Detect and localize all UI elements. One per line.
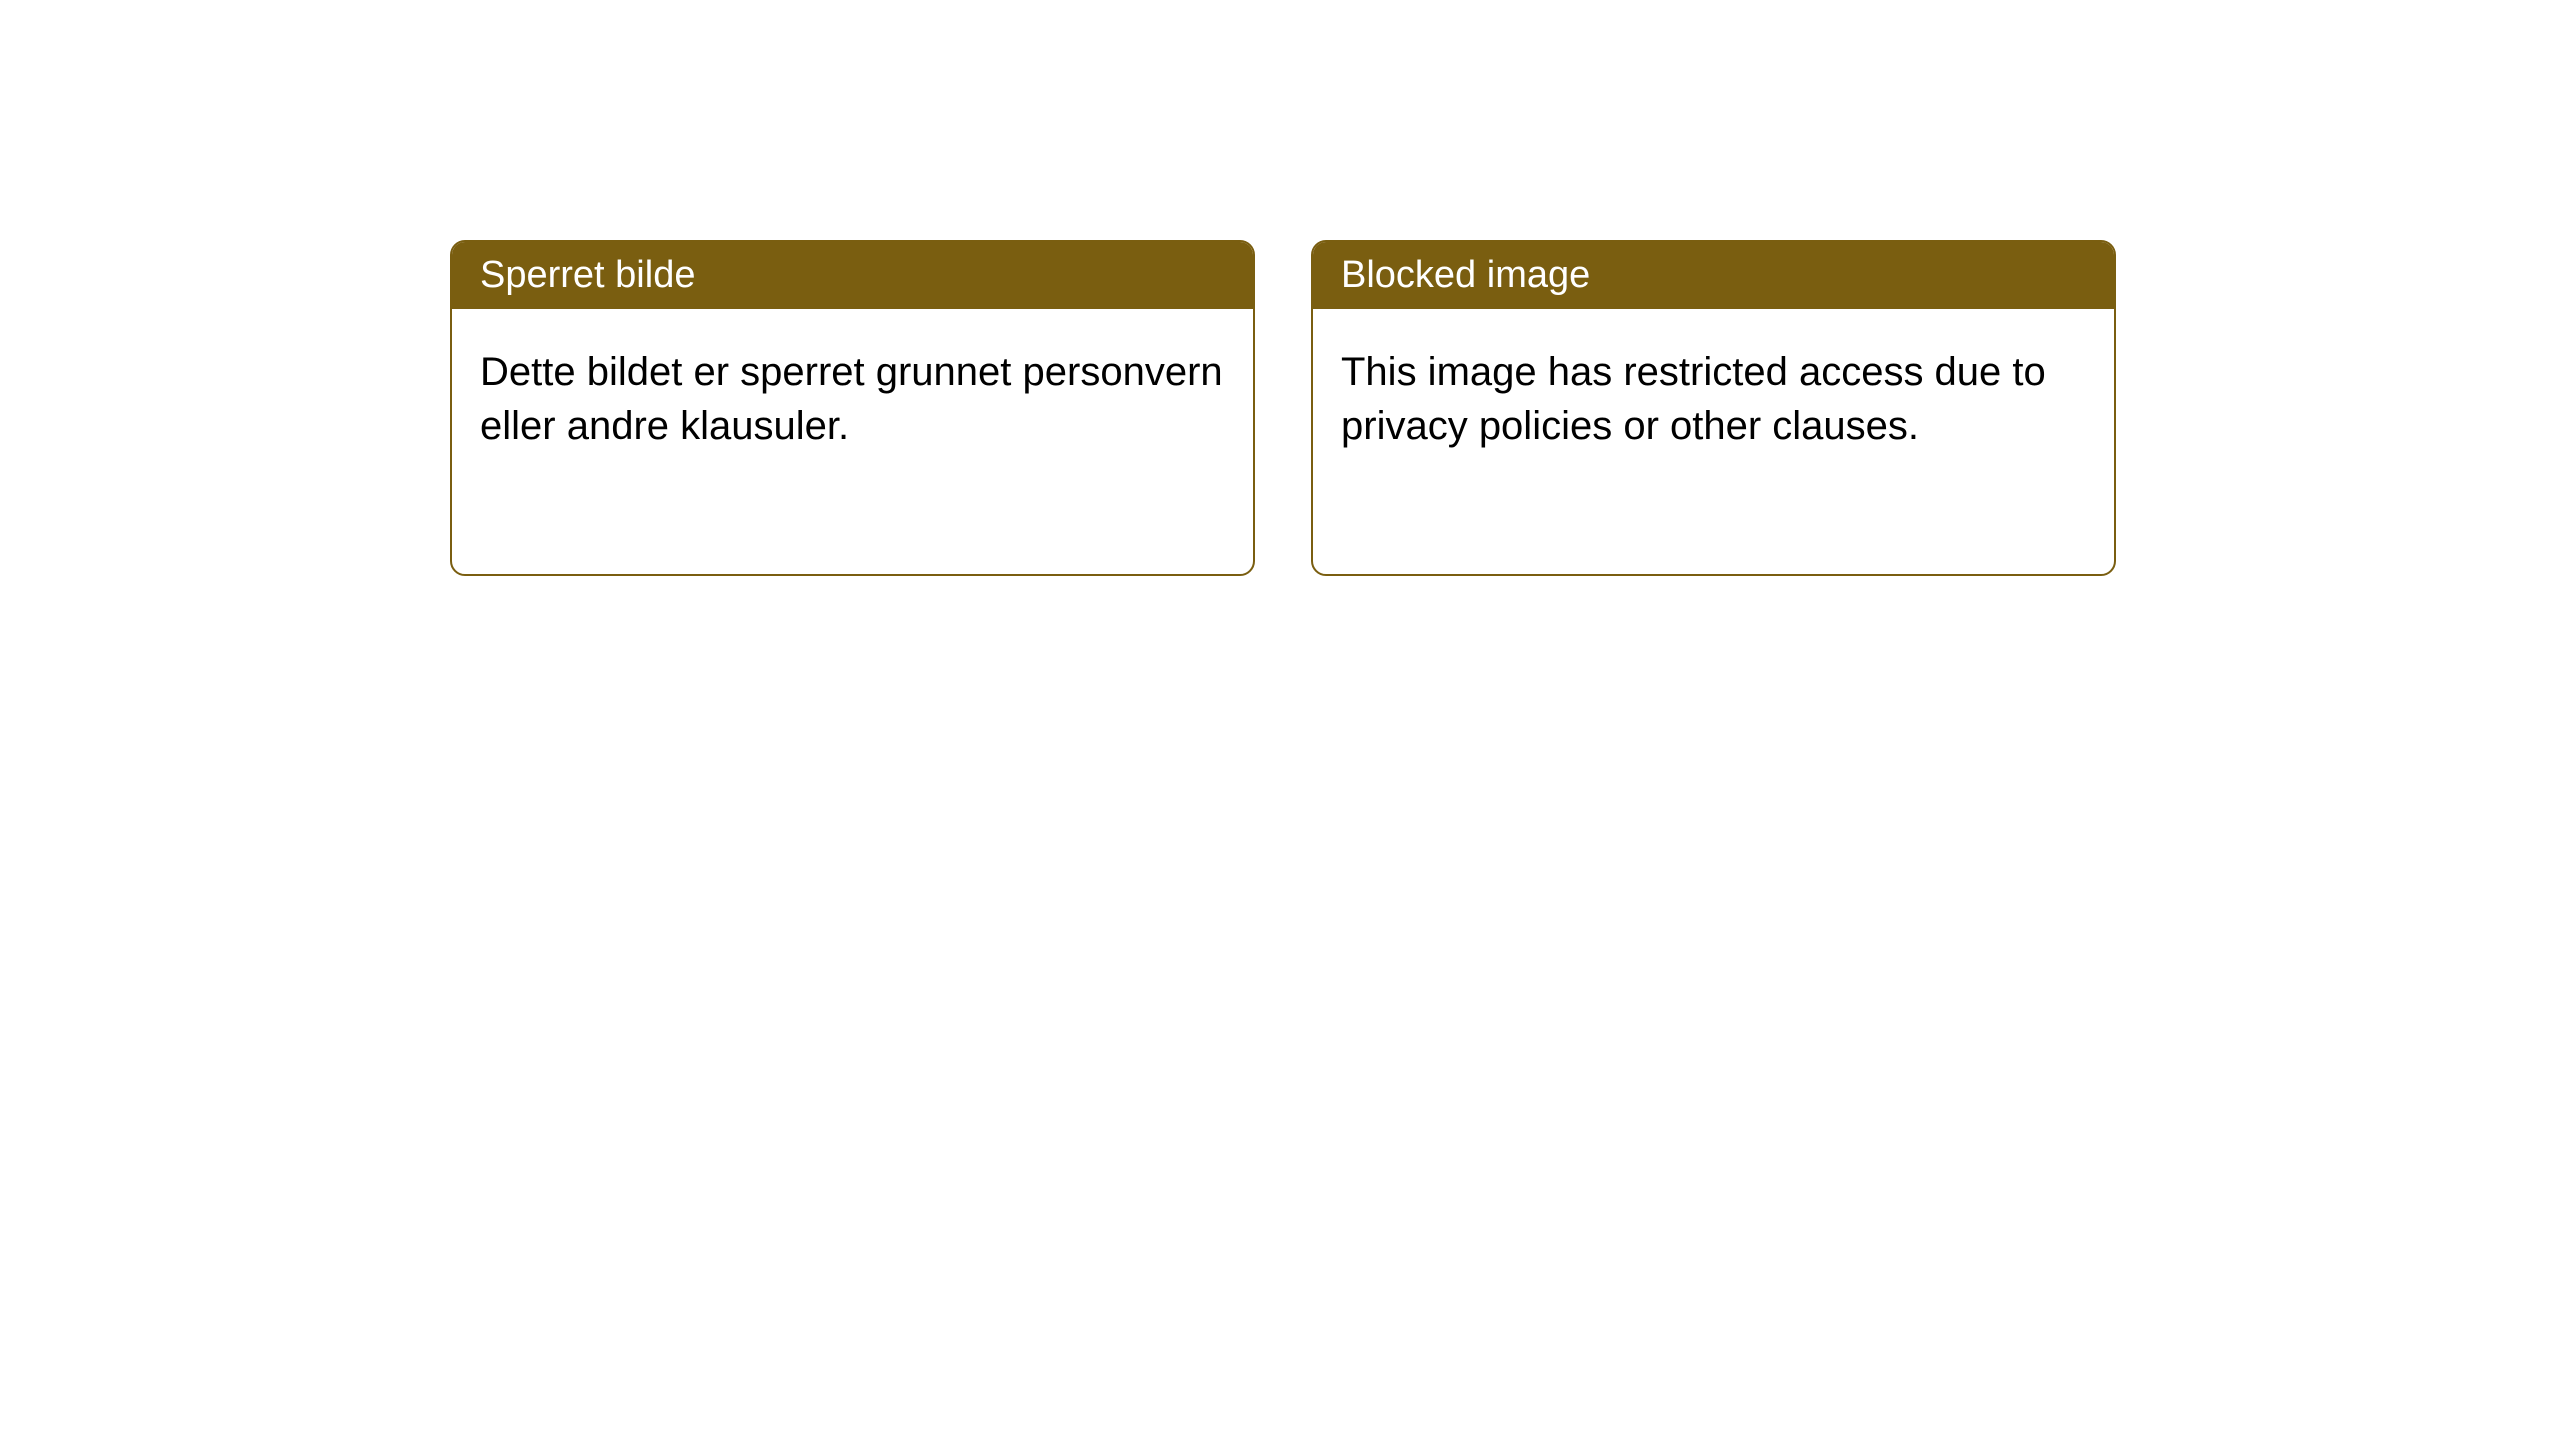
notice-card-norwegian: Sperret bilde Dette bildet er sperret gr… — [450, 240, 1255, 576]
notice-body-norwegian: Dette bildet er sperret grunnet personve… — [452, 309, 1253, 574]
notice-header-norwegian: Sperret bilde — [452, 242, 1253, 309]
notice-body-english: This image has restricted access due to … — [1313, 309, 2114, 574]
notice-title: Blocked image — [1341, 254, 1590, 296]
notice-text: This image has restricted access due to … — [1341, 350, 2046, 448]
notice-container: Sperret bilde Dette bildet er sperret gr… — [450, 240, 2116, 576]
notice-header-english: Blocked image — [1313, 242, 2114, 309]
notice-title: Sperret bilde — [480, 254, 695, 296]
notice-card-english: Blocked image This image has restricted … — [1311, 240, 2116, 576]
notice-text: Dette bildet er sperret grunnet personve… — [480, 350, 1223, 448]
